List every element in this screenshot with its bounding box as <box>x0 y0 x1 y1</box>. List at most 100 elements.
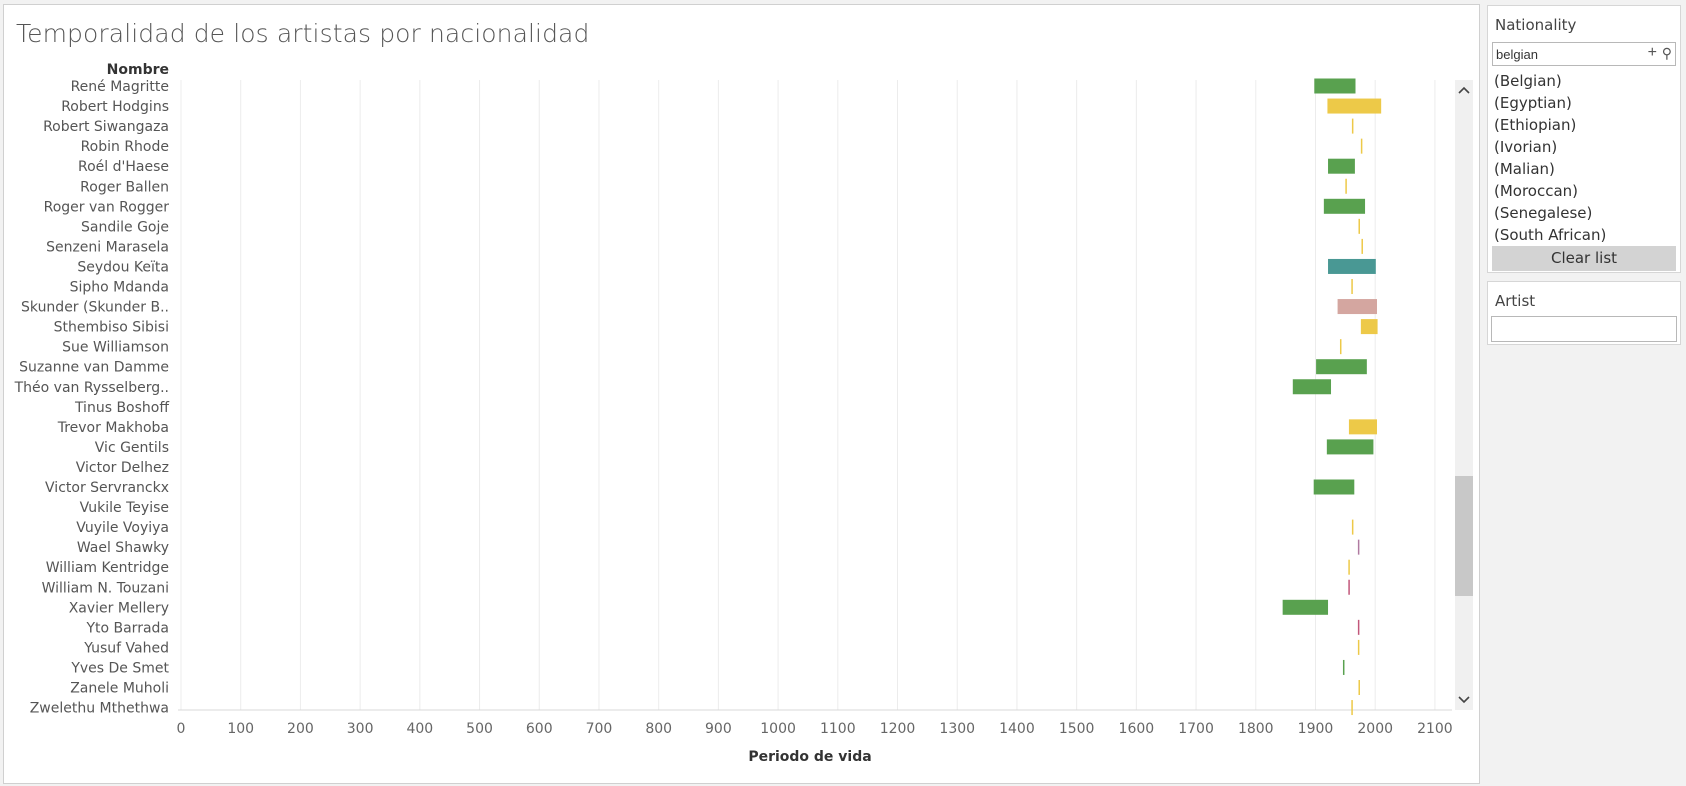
x-tick-label: 1700 <box>1178 721 1214 737</box>
bars <box>1282 78 1382 716</box>
artist-name-label: William Kentridge <box>46 560 169 576</box>
artist-name-label: Yves De Smet <box>70 660 169 676</box>
lifespan-bar[interactable] <box>1323 198 1366 214</box>
x-tick-label: 300 <box>347 721 374 737</box>
nationality-option[interactable]: (Ivorian) <box>1494 138 1558 156</box>
lifespan-bar[interactable] <box>1351 519 1354 535</box>
artist-name-label: Seydou Keïta <box>77 259 169 275</box>
lifespan-bar[interactable] <box>1345 178 1347 194</box>
x-tick-label: 600 <box>526 721 553 737</box>
lifespan-bar[interactable] <box>1327 98 1382 114</box>
artist-name-label: Yto Barrada <box>85 620 169 636</box>
nationality-filter: Nationality belgian + ⚲ (Belgian) (Egypti… <box>1487 5 1681 273</box>
lifespan-bar[interactable] <box>1339 339 1342 355</box>
magnifier-icon[interactable]: ⚲ <box>1661 45 1672 61</box>
lifespan-bar[interactable] <box>1351 279 1353 294</box>
artist-search-input[interactable] <box>1491 316 1677 342</box>
x-tick-label: 500 <box>466 721 493 737</box>
x-tick-label: 200 <box>287 721 314 737</box>
lifespan-bar[interactable] <box>1348 419 1377 435</box>
x-tick-label: 100 <box>227 721 254 737</box>
lifespan-bar[interactable] <box>1316 359 1367 375</box>
x-tick-label: 1300 <box>939 721 975 737</box>
grid-layer <box>178 80 1452 711</box>
nationality-option[interactable]: (Moroccan) <box>1494 182 1579 200</box>
artist-name-label: Victor Servranckx <box>45 480 169 496</box>
x-tick-label: 1400 <box>999 721 1035 737</box>
x-tick-label: 1000 <box>760 721 796 737</box>
artist-filter: Artist <box>1487 281 1681 345</box>
artist-name-label: Sue Williamson <box>62 340 169 356</box>
lifespan-bar[interactable] <box>1357 539 1360 555</box>
artist-name-label: Zanele Muholi <box>70 681 169 697</box>
lifespan-bar[interactable] <box>1360 138 1363 154</box>
gantt-chart: Nombre René Magritte Robert Hodgins Robert… <box>14 62 1473 765</box>
artist-name-label: Trevor Makhoba <box>57 420 169 436</box>
lifespan-bar[interactable] <box>1351 700 1353 716</box>
lifespan-bar[interactable] <box>1328 158 1355 174</box>
lifespan-bar[interactable] <box>1282 599 1329 615</box>
scrollbar-track[interactable] <box>1455 80 1473 710</box>
lifespan-bar[interactable] <box>1357 639 1360 655</box>
artist-name-label: Théo van Rysselberg.. <box>14 380 169 396</box>
nationality-option[interactable]: (South African) <box>1494 226 1607 244</box>
lifespan-bar[interactable] <box>1314 78 1356 94</box>
lifespan-bar[interactable] <box>1337 299 1377 315</box>
chevron-down-icon[interactable] <box>1458 696 1470 704</box>
artist-filter-title: Artist <box>1495 292 1536 310</box>
x-tick-label: 1600 <box>1119 721 1155 737</box>
lifespan-bar[interactable] <box>1351 118 1354 134</box>
nationality-list: (Belgian) (Egyptian) (Ethiopian) (Ivorian) (… <box>1494 70 1606 246</box>
x-tick-label: 800 <box>645 721 672 737</box>
artist-name-label: Robert Siwangaza <box>43 119 169 135</box>
artist-name-label: Robert Hodgins <box>61 99 169 115</box>
lifespan-bar[interactable] <box>1361 238 1363 254</box>
nationality-search-input[interactable]: belgian + ⚲ <box>1492 42 1676 66</box>
x-tick-label: 900 <box>705 721 732 737</box>
chevron-up-icon[interactable] <box>1458 86 1470 94</box>
plus-icon[interactable]: + <box>1647 44 1657 61</box>
nationality-option[interactable]: (Ethiopian) <box>1494 116 1577 134</box>
artist-name-label: Wael Shawky <box>77 540 169 556</box>
scrollbar-thumb[interactable] <box>1455 476 1473 596</box>
name-labels: René Magritte Robert Hodgins Robert Siwang… <box>14 79 170 717</box>
lifespan-bar[interactable] <box>1328 258 1376 274</box>
x-tick-label: 1800 <box>1238 721 1274 737</box>
lifespan-bar[interactable] <box>1313 479 1355 495</box>
lifespan-bar[interactable] <box>1342 659 1345 675</box>
artist-name-label: Victor Delhez <box>76 460 169 476</box>
x-tick-label: 400 <box>406 721 433 737</box>
nationality-option[interactable]: (Senegalese) <box>1494 204 1593 222</box>
lifespan-bar[interactable] <box>1357 619 1360 635</box>
artist-name-label: Sthembiso Sibisi <box>54 320 169 336</box>
artist-name-label: William N. Touzani <box>42 580 169 596</box>
x-tick-label: 1900 <box>1298 721 1334 737</box>
artist-name-label: Roél d'Haese <box>78 159 169 175</box>
artist-name-label: Roger Ballen <box>80 179 169 195</box>
nationality-option[interactable]: (Egyptian) <box>1494 94 1572 112</box>
x-tick-label: 700 <box>586 721 613 737</box>
clear-list-button[interactable]: Clear list <box>1492 246 1676 271</box>
lifespan-bar[interactable] <box>1348 559 1350 575</box>
nationality-option[interactable]: (Malian) <box>1494 160 1555 178</box>
nationality-search-value: belgian <box>1496 47 1538 62</box>
lifespan-bar[interactable] <box>1358 680 1360 695</box>
vertical-scrollbar[interactable] <box>1455 80 1473 710</box>
lifespan-bar[interactable] <box>1292 379 1332 395</box>
x-tick-label: 1500 <box>1059 721 1095 737</box>
lifespan-bar[interactable] <box>1358 218 1360 234</box>
chart-pane: Temporalidad de los artistas por naciona… <box>3 4 1480 784</box>
x-tick-label: 2100 <box>1417 721 1453 737</box>
nationality-option[interactable]: (Belgian) <box>1494 72 1562 90</box>
artist-name-label: Suzanne van Damme <box>19 360 169 376</box>
artist-name-label: Sandile Goje <box>81 219 169 235</box>
artist-name-label: Yusuf Vahed <box>83 640 169 656</box>
lifespan-bar[interactable] <box>1326 439 1374 455</box>
x-tick-label: 2000 <box>1357 721 1393 737</box>
x-axis-title: Periodo de vida <box>748 749 871 765</box>
artist-name-label: Tinus Boshoff <box>74 400 169 416</box>
lifespan-bar[interactable] <box>1348 579 1350 595</box>
artist-name-label: Xavier Mellery <box>69 600 169 616</box>
lifespan-bar[interactable] <box>1360 319 1378 335</box>
artist-name-label: Vic Gentils <box>95 440 169 456</box>
